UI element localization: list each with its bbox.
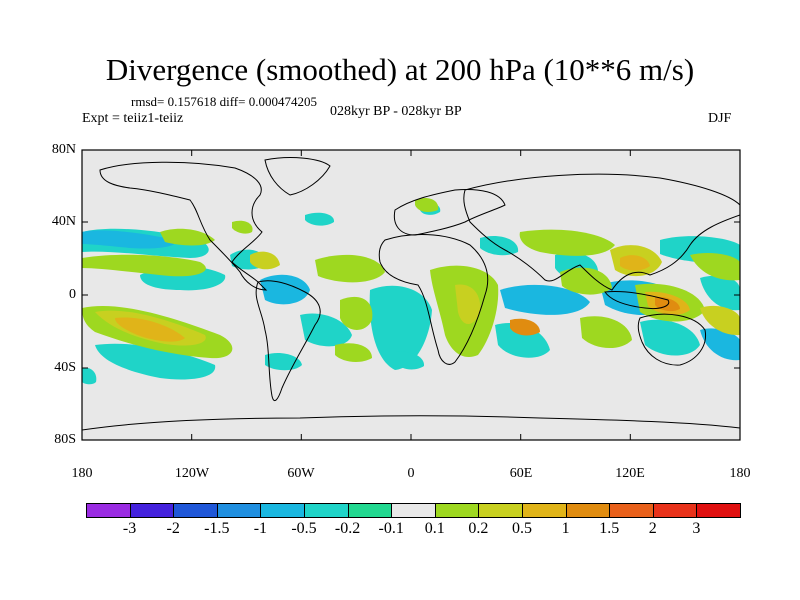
lon-label: 0 bbox=[407, 466, 415, 481]
colorbar-swatch bbox=[434, 503, 480, 518]
div-patch bbox=[700, 328, 740, 361]
colorbar-swatch bbox=[129, 503, 175, 518]
div-patch bbox=[260, 274, 310, 305]
div-patch bbox=[82, 367, 97, 385]
div-patch bbox=[700, 275, 740, 311]
div-patch bbox=[690, 252, 740, 281]
div-patch bbox=[300, 313, 352, 347]
colorbar-label: -1.5 bbox=[204, 520, 230, 537]
colorbar-label: -3 bbox=[122, 520, 137, 537]
div-patch bbox=[455, 284, 481, 324]
div-patch bbox=[395, 351, 425, 370]
div-patch bbox=[250, 251, 280, 270]
colorbar-swatch bbox=[304, 503, 349, 518]
colorbar-label: -0.2 bbox=[334, 520, 361, 537]
colorbar-label: -1 bbox=[253, 520, 268, 537]
experiment-label: Expt = teiiz1-teiiz bbox=[82, 111, 184, 126]
lon-label: 120E bbox=[615, 466, 645, 481]
div-patch bbox=[305, 212, 335, 226]
colorbar-label: -0.5 bbox=[291, 520, 317, 537]
north-america-outline bbox=[99, 161, 268, 291]
lat-label: 80S bbox=[54, 432, 76, 447]
div-patch bbox=[500, 284, 590, 315]
lat-label: 0 bbox=[69, 287, 76, 302]
div-patch bbox=[620, 255, 650, 271]
colorbar-swatch bbox=[347, 503, 393, 518]
colorbar-swatch bbox=[391, 503, 436, 518]
lat-label: 80N bbox=[51, 142, 76, 157]
div-patch bbox=[519, 229, 615, 256]
colorbar-label: -0.1 bbox=[378, 520, 404, 537]
colorbar-swatch bbox=[609, 503, 654, 518]
div-patch bbox=[95, 343, 216, 380]
div-patch bbox=[700, 305, 740, 336]
axis-ticks bbox=[81, 149, 741, 441]
lon-label: 180 bbox=[729, 466, 751, 481]
div-patch bbox=[82, 230, 176, 249]
colorbar-label: 0.1 bbox=[424, 520, 445, 537]
colorbar-label: 1.5 bbox=[599, 520, 620, 537]
div-patch bbox=[82, 254, 206, 277]
colorbar-swatch bbox=[260, 503, 305, 518]
div-patch bbox=[480, 235, 519, 256]
colorbar-label: 0.5 bbox=[512, 520, 532, 537]
colorbar-swatch bbox=[565, 503, 611, 518]
south-america-outline bbox=[255, 280, 321, 402]
season-label: DJF bbox=[708, 111, 732, 126]
coastlines bbox=[82, 157, 740, 431]
colorbar-label: 1 bbox=[561, 520, 570, 537]
divergence-field bbox=[82, 198, 740, 385]
div-patch bbox=[160, 228, 215, 246]
div-patch bbox=[340, 296, 373, 330]
lon-label: 180 bbox=[71, 466, 93, 481]
colorbar-label: 3 bbox=[692, 520, 701, 537]
colorbar-label: -2 bbox=[166, 520, 180, 537]
lon-label: 60E bbox=[509, 466, 533, 481]
indonesia-outline bbox=[604, 291, 670, 309]
period-label: 028kyr BP - 028kyr BP bbox=[330, 104, 462, 119]
lon-label: 120W bbox=[174, 466, 210, 481]
div-patch bbox=[335, 343, 372, 362]
colorbar-swatch bbox=[478, 503, 523, 518]
australia-outline bbox=[637, 313, 707, 366]
div-patch bbox=[115, 317, 185, 342]
div-patch bbox=[580, 316, 632, 349]
lon-label: 60W bbox=[287, 466, 315, 481]
stats-text: rmsd= 0.157618 diff= 0.000474205 bbox=[131, 94, 317, 109]
div-patch bbox=[315, 254, 385, 283]
plot-title: Divergence (smoothed) at 200 hPa (10**6 … bbox=[105, 52, 695, 87]
asia-outline bbox=[463, 173, 740, 291]
div-patch bbox=[560, 267, 612, 295]
lat-label: 40N bbox=[51, 214, 76, 229]
colorbar-swatch bbox=[522, 503, 567, 518]
africa-outline bbox=[378, 234, 489, 365]
div-patch bbox=[369, 285, 432, 370]
div-patch bbox=[415, 198, 439, 213]
colorbar-swatch bbox=[696, 503, 741, 518]
div-patch bbox=[510, 318, 540, 336]
colorbar-swatch bbox=[652, 503, 698, 518]
colorbar-label: 0.2 bbox=[468, 520, 489, 537]
div-patch bbox=[640, 319, 700, 356]
colorbar-swatch bbox=[173, 503, 218, 518]
antarctica-outline bbox=[82, 415, 740, 431]
colorbar-label: 2 bbox=[648, 520, 657, 537]
lat-label: 40S bbox=[54, 360, 76, 375]
greenland-outline bbox=[264, 157, 331, 196]
colorbar-swatch bbox=[216, 503, 262, 518]
div-patch bbox=[232, 220, 253, 234]
colorbar-swatch bbox=[86, 503, 131, 518]
